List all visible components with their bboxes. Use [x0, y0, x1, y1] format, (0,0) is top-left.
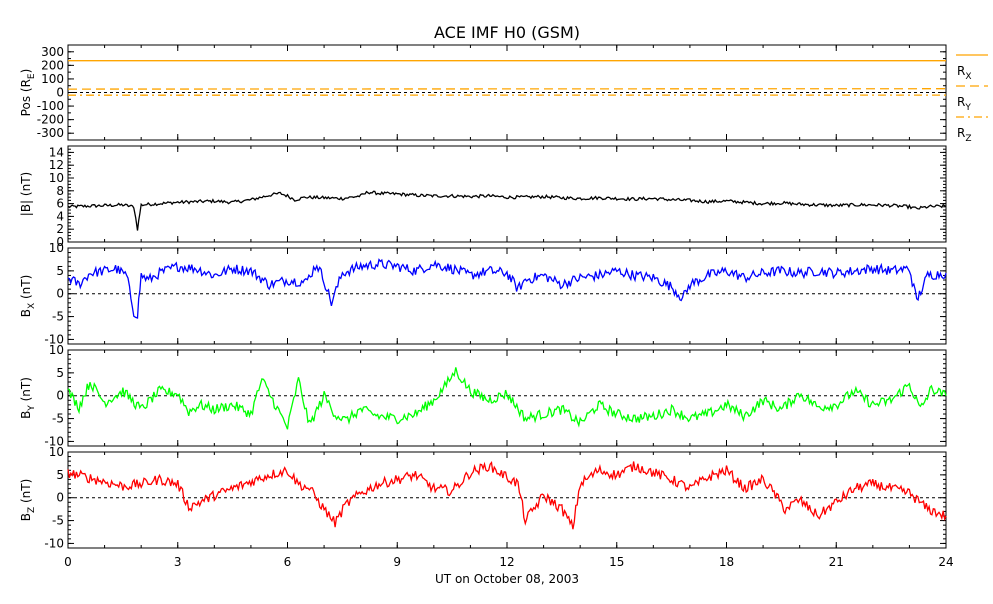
x-tick-label: 24 — [938, 555, 953, 569]
panel-frame — [68, 350, 946, 446]
x-tick-label: 9 — [393, 555, 401, 569]
y-tick-label: -5 — [52, 412, 64, 426]
legend-label-main: R — [957, 126, 965, 140]
panel-frame — [68, 248, 946, 344]
legend-label-main: R — [957, 95, 965, 109]
panel-frame — [68, 452, 946, 548]
x-tick-label: 18 — [719, 555, 734, 569]
y-label-main: B — [19, 309, 33, 317]
y-axis-label: BX (nT) — [19, 275, 37, 318]
y-label-tail: (nT) — [19, 275, 33, 303]
legend-label-sub: Z — [965, 134, 971, 144]
y-label-tail: (nT) — [19, 377, 33, 405]
y-label-main: |B| (nT) — [19, 172, 33, 216]
series-line-bz — [68, 462, 946, 530]
y-label-main: B — [19, 411, 33, 419]
y-axis-label: BZ (nT) — [19, 479, 37, 522]
y-axis-label: Pos (RE) — [19, 69, 37, 117]
y-tick-label: 5 — [56, 264, 64, 278]
y-tick-label: 10 — [49, 343, 64, 357]
panel-5: 10 5 0 -5 -10 BZ (nT) — [19, 445, 946, 550]
legend-label-main: R — [957, 64, 965, 78]
y-tick-label: -5 — [52, 310, 64, 324]
x-axis-label: UT on October 08, 2003 — [435, 572, 579, 586]
y-tick-label: 0 — [56, 491, 64, 505]
y-tick-label: 0 — [56, 86, 64, 100]
y-axis-label: BY (nT) — [19, 377, 37, 419]
legend-label-ry: RY — [957, 95, 971, 113]
x-axis: 0 3 6 9 12 15 18 21 24 — [64, 555, 953, 569]
legend-label-rx: RX — [957, 64, 972, 82]
x-tick-label: 3 — [174, 555, 182, 569]
y-tick-label: -200 — [37, 113, 64, 127]
panel-frame — [68, 146, 946, 242]
y-tick-label: 5 — [56, 468, 64, 482]
legend-label-sub: Y — [964, 103, 971, 113]
series-line-b — [68, 191, 946, 230]
y-tick-label: 5 — [56, 366, 64, 380]
y-tick-label: -5 — [52, 514, 64, 528]
x-tick-label: 12 — [499, 555, 514, 569]
x-tick-label: 6 — [284, 555, 292, 569]
legend-label-sub: X — [965, 72, 971, 82]
y-label-main: Pos (R — [19, 79, 33, 116]
y-tick-label: 200 — [41, 58, 64, 72]
y-tick-label: 10 — [49, 445, 64, 459]
y-label-tail: ) — [19, 69, 33, 74]
series-line-by — [68, 367, 946, 429]
y-tick-label: 0 — [56, 389, 64, 403]
y-axis-label: |B| (nT) — [19, 172, 33, 216]
y-tick-label: -100 — [37, 99, 64, 113]
y-tick-label: 10 — [49, 241, 64, 255]
series-line-bx — [68, 260, 946, 318]
y-tick-label: -10 — [44, 536, 64, 550]
y-label-main: B — [19, 513, 33, 521]
y-tick-label: -300 — [37, 126, 64, 140]
y-tick-label: 300 — [41, 45, 64, 59]
chart-title: ACE IMF H0 (GSM) — [434, 23, 580, 42]
y-label-tail: (nT) — [19, 479, 33, 507]
x-tick-label: 0 — [64, 555, 72, 569]
x-tick-label: 21 — [829, 555, 844, 569]
x-tick-label: 15 — [609, 555, 624, 569]
y-tick-label: 100 — [41, 72, 64, 86]
legend-label-rz: RZ — [957, 126, 972, 144]
y-tick-label: 0 — [56, 287, 64, 301]
